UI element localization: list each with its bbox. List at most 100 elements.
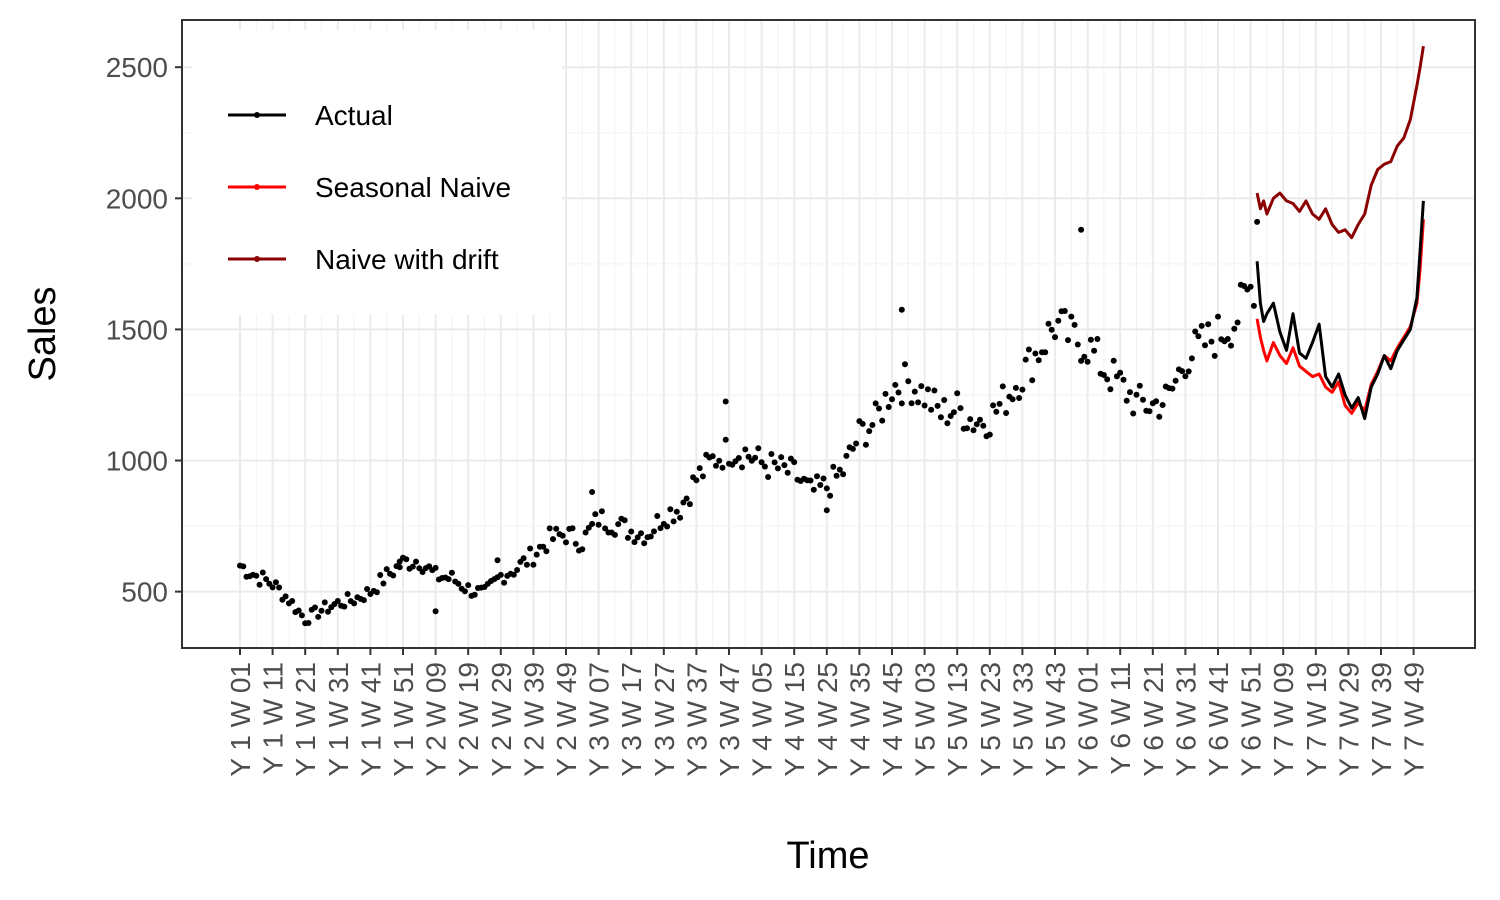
actual-point: [664, 523, 671, 530]
actual-point: [1032, 350, 1039, 357]
actual-point: [1172, 377, 1179, 384]
x-axis-title: Time: [786, 835, 869, 877]
x-tick-label: Y 1 W 41: [355, 662, 386, 777]
x-tick-label: Y 7 W 29: [1333, 662, 1364, 777]
actual-point: [990, 402, 997, 409]
legend-key-point-actual: [254, 112, 260, 118]
actual-point: [325, 608, 331, 615]
actual-point: [1224, 336, 1231, 342]
actual-point: [1045, 320, 1052, 327]
legend-label-seasonal-naive: Seasonal Naive: [315, 172, 511, 203]
actual-point: [673, 508, 680, 515]
actual-point: [377, 572, 384, 578]
actual-point: [765, 474, 772, 480]
actual-point: [1081, 353, 1088, 360]
actual-point: [921, 402, 928, 409]
actual-point: [957, 405, 964, 412]
actual-point: [589, 520, 596, 527]
x-tick-label: Y 5 W 23: [975, 662, 1006, 777]
actual-point: [413, 558, 419, 565]
actual-point: [709, 453, 716, 460]
actual-point: [559, 532, 566, 539]
actual-point: [533, 551, 540, 558]
legend-key-point-seasonal-naive: [254, 184, 260, 190]
actual-point: [934, 402, 941, 409]
actual-point-outlier: [722, 398, 729, 405]
actual-point: [344, 591, 351, 597]
actual-point: [1182, 373, 1189, 380]
actual-point: [999, 383, 1006, 390]
actual-point: [569, 525, 576, 532]
actual-point: [1012, 384, 1019, 391]
actual-point: [771, 459, 778, 466]
actual-point: [973, 421, 980, 428]
actual-point: [592, 511, 599, 518]
actual-point: [530, 561, 537, 568]
actual-point: [993, 408, 1000, 415]
actual-point: [719, 464, 726, 471]
actual-point: [579, 546, 586, 553]
x-tick-label: Y 1 W 51: [388, 662, 419, 777]
actual-point: [823, 485, 830, 492]
actual-point: [461, 588, 468, 595]
actual-point: [1234, 319, 1241, 326]
actual-point: [683, 495, 690, 502]
actual-point: [745, 453, 752, 460]
actual-point: [455, 580, 462, 587]
actual-point: [1022, 356, 1029, 363]
actual-point: [862, 441, 869, 448]
legend-label-actual: Actual: [315, 100, 393, 131]
actual-point: [885, 404, 892, 410]
x-tick-label: Y 2 W 29: [486, 662, 517, 777]
actual-point: [791, 459, 798, 466]
actual-point: [621, 517, 628, 524]
actual-point: [654, 513, 661, 519]
actual-point: [1247, 283, 1254, 290]
actual-point: [312, 604, 318, 611]
actual-point: [713, 462, 719, 469]
x-tick-label: Y 7 W 49: [1399, 662, 1430, 777]
actual-point: [1205, 321, 1212, 328]
actual-point: [843, 452, 850, 459]
actual-point: [1211, 352, 1218, 359]
actual-point: [1016, 395, 1023, 401]
actual-point: [1169, 385, 1176, 392]
actual-point: [1068, 313, 1075, 320]
legend-background: [192, 30, 562, 315]
actual-point: [550, 536, 556, 543]
actual-point: [1042, 349, 1049, 356]
x-tick-label: Y 5 W 33: [1007, 662, 1038, 777]
actual-point: [602, 525, 609, 532]
actual-point: [647, 533, 654, 540]
actual-point: [1107, 386, 1114, 393]
actual-point: [810, 486, 817, 493]
actual-point: [638, 530, 644, 537]
actual-point: [716, 457, 723, 464]
actual-point: [432, 564, 439, 571]
actual-point: [1156, 413, 1163, 420]
actual-point: [1215, 313, 1221, 320]
actual-point: [817, 482, 824, 488]
actual-point: [774, 465, 781, 472]
y-tick-label: 1500: [106, 314, 168, 345]
actual-point: [872, 400, 879, 407]
actual-point: [1123, 397, 1130, 404]
actual-point: [1055, 317, 1062, 324]
actual-point: [1159, 402, 1166, 408]
actual-point: [954, 390, 961, 397]
series-line-naive-with-drift: [1255, 45, 1425, 240]
actual-point: [315, 613, 322, 620]
actual-point: [944, 420, 951, 427]
actual-point: [879, 417, 886, 424]
actual-point: [390, 572, 397, 579]
actual-point: [876, 405, 882, 412]
actual-point: [321, 599, 328, 606]
actual-point: [755, 445, 762, 452]
actual-point: [540, 543, 547, 550]
actual-point: [996, 400, 1003, 407]
actual-point: [667, 506, 674, 513]
actual-point: [1065, 337, 1071, 344]
actual-point: [514, 567, 521, 573]
actual-point: [908, 400, 915, 407]
